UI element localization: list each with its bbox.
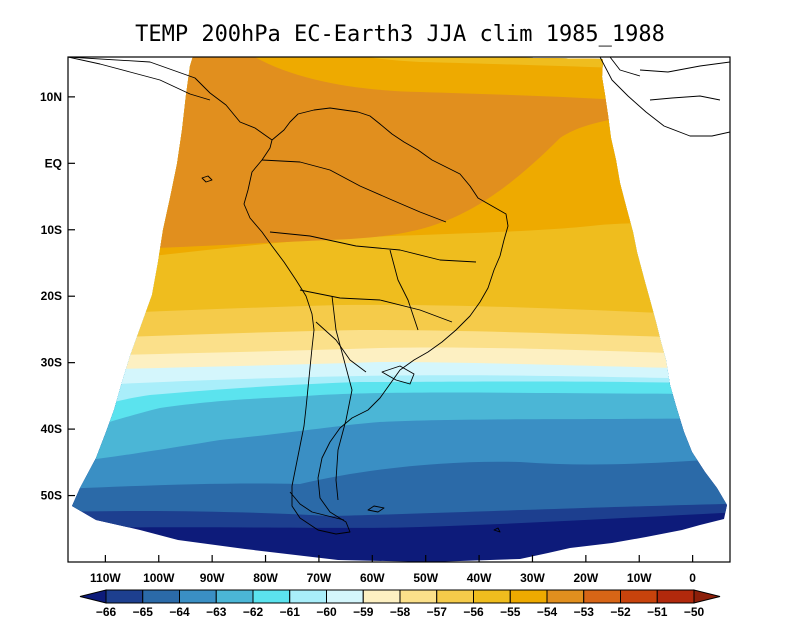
lon-tick-label: 30W (520, 571, 545, 585)
latitude-axis: 10N EQ 10S 20S 30S 40S 50S (40, 90, 75, 503)
colorbar-swatch (546, 589, 585, 604)
longitude-axis: 110W 100W 90W 80W 70W 60W 50W 40W 30W 20W 10W 0 (90, 555, 696, 585)
colorbar-swatch (289, 589, 327, 604)
colorbar-swatch (142, 589, 180, 604)
colorbar-swatch (179, 589, 217, 604)
colorbar-label: −55 (500, 605, 521, 618)
colorbar-label: −54 (537, 605, 558, 618)
tierra-del-fuego (289, 491, 345, 521)
central-america-coast (68, 57, 211, 101)
lon-tick-label: 20W (574, 571, 599, 585)
map-title: TEMP 200hPa EC-Earth3 JJA clim 1985_1988 (135, 22, 665, 47)
lon-tick-label: 70W (307, 571, 332, 585)
colorbar-swatch (473, 589, 511, 604)
lon-tick-label: 10W (627, 571, 652, 585)
lon-tick-label: 0 (689, 571, 696, 585)
rio-de-la-plata (381, 365, 415, 385)
colorbar: −66 −65 −64 −63 −62 −61 −60 −59 −58 −57 −56 −55 −54 −… (79, 589, 721, 618)
lat-tick-label: 50S (41, 489, 62, 503)
lat-tick-label: 40S (41, 422, 62, 436)
colorbar-swatch (252, 589, 291, 604)
colorbar-min-arrow (79, 589, 107, 604)
colorbar-label: −62 (243, 605, 264, 618)
falkland-islands (367, 505, 385, 513)
border-amazon (269, 231, 477, 263)
lon-tick-label: 60W (360, 571, 385, 585)
south-america-outline (68, 57, 509, 535)
lon-tick-label: 40W (467, 571, 492, 585)
galapagos-islands (201, 175, 213, 183)
band-north-54-53 (200, 57, 620, 100)
colorbar-label: −53 (574, 605, 595, 618)
colorbar-label: −63 (206, 605, 227, 618)
colorbar-label: −56 (463, 605, 484, 618)
border-chile-argentina (331, 295, 353, 501)
lon-tick-label: 110W (90, 571, 121, 585)
colorbar-label: −59 (353, 605, 374, 618)
colorbar-swatch (362, 589, 401, 604)
colorbar-swatch (215, 589, 254, 604)
map-frame (67, 56, 731, 563)
lat-tick-label: 10N (40, 90, 62, 104)
colorbar-label: −61 (280, 605, 301, 618)
south-georgia (493, 527, 501, 533)
colorbar-label: −60 (316, 605, 337, 618)
colorbar-label: −51 (647, 605, 668, 618)
colorbar-swatch (583, 589, 621, 604)
colorbar-label: −57 (427, 605, 448, 618)
colorbar-label: −58 (390, 605, 411, 618)
colorbar-swatch (509, 589, 548, 604)
colorbar-label: −64 (169, 605, 190, 618)
colorbar-swatch (620, 589, 658, 604)
border-andes (315, 321, 367, 373)
colorbar-label: −65 (133, 605, 154, 618)
africa-border-3 (609, 57, 641, 77)
africa-border-1 (639, 61, 730, 73)
lat-tick-label: 30S (41, 356, 62, 370)
temperature-field (72, 57, 727, 562)
border-paraguay (389, 249, 419, 331)
colorbar-label: −50 (684, 605, 705, 618)
lon-tick-label: 50W (413, 571, 438, 585)
map-plot-area (68, 57, 730, 562)
colorbar-swatch (105, 589, 144, 604)
lon-tick-label: 90W (200, 571, 225, 585)
lon-tick-label: 80W (253, 571, 278, 585)
border-central (299, 289, 453, 323)
colorbar-swatch (656, 589, 695, 604)
colorbar-swatch (326, 589, 364, 604)
coastlines (68, 57, 730, 535)
africa-coast (599, 57, 730, 137)
colorbar-label: −66 (96, 605, 117, 618)
lat-tick-label: EQ (45, 156, 62, 170)
colorbar-swatch (436, 589, 474, 604)
lat-tick-label: 10S (41, 223, 62, 237)
africa-border-2 (649, 95, 721, 101)
border-north (261, 159, 447, 223)
lon-tick-label: 100W (143, 571, 175, 585)
colorbar-label: −52 (610, 605, 631, 618)
colorbar-swatch (399, 589, 438, 604)
lat-tick-label: 20S (41, 289, 62, 303)
colorbar-max-arrow (693, 589, 721, 604)
